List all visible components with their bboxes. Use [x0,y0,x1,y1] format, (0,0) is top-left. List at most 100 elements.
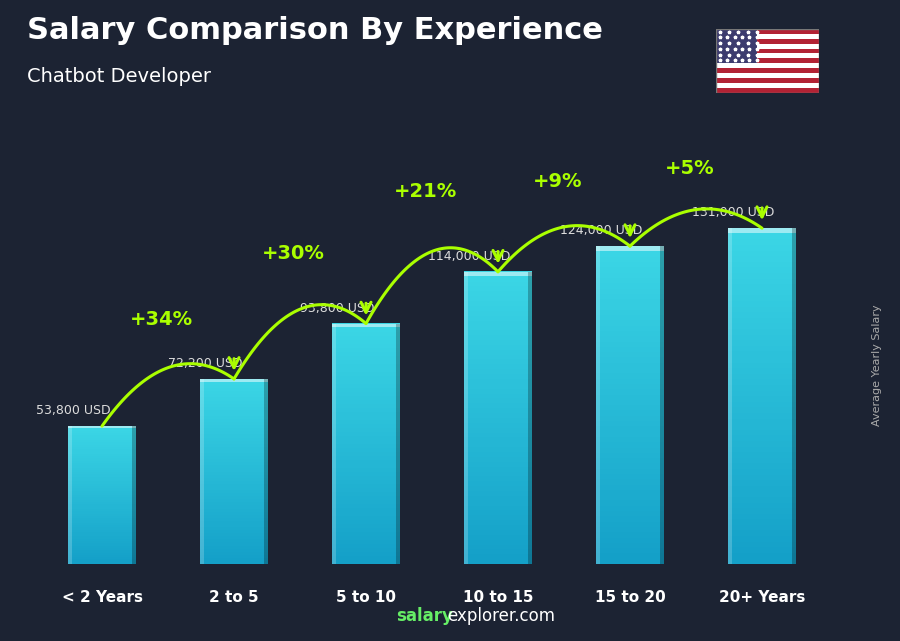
Bar [728,395,796,402]
Bar [728,530,796,536]
Bar [464,335,532,340]
Bar [728,508,796,513]
Bar [464,339,532,345]
Bar [68,435,136,438]
Bar [332,412,400,416]
Bar [596,479,664,485]
Bar [200,403,268,407]
Bar [332,503,400,508]
Bar [332,391,400,395]
Bar [332,483,400,488]
Bar [332,367,400,372]
Bar [332,451,400,456]
Bar [728,479,796,486]
Text: 20+ Years: 20+ Years [719,590,806,604]
Bar [464,520,532,525]
Bar [68,557,136,560]
Bar [200,379,268,382]
Bar [200,462,268,465]
Bar [332,476,400,480]
Bar [200,440,268,444]
Bar [68,472,136,474]
Bar [68,513,136,516]
Bar [200,545,268,549]
Bar [332,435,400,440]
Bar [728,390,796,396]
Bar [200,394,268,397]
Bar [596,346,664,352]
Bar [68,492,136,495]
Bar [68,508,136,512]
Bar [200,520,268,524]
Bar [464,296,532,301]
Bar [464,281,532,287]
Bar [716,53,819,58]
Bar [728,322,796,329]
Bar [464,485,532,491]
Bar [68,481,136,483]
Bar [464,544,532,549]
Bar [596,304,664,310]
Bar [464,476,532,481]
Text: Average Yearly Salary: Average Yearly Salary [872,304,883,426]
Bar [68,449,136,451]
Bar [596,383,664,389]
Bar [132,426,136,564]
Bar [464,276,532,281]
Bar [464,442,532,447]
Bar [464,301,532,306]
Bar [792,228,796,564]
Bar [716,44,819,49]
Bar [332,455,400,460]
Text: 2 to 5: 2 to 5 [209,590,259,604]
Bar [332,395,400,400]
Bar [464,359,532,364]
Bar [68,431,136,433]
Bar [728,340,796,345]
Bar [200,499,268,503]
Bar [728,317,796,323]
Bar [68,522,136,525]
Bar [728,451,796,458]
Bar [728,312,796,318]
Bar [728,524,796,531]
Bar [464,437,532,442]
Bar [200,490,268,493]
Bar [464,383,532,388]
Bar [200,431,268,435]
Bar [596,336,664,342]
Bar [716,69,819,73]
Bar [332,335,400,340]
Bar [332,540,400,544]
Bar [200,524,268,527]
Bar [728,558,796,564]
Bar [596,256,664,262]
Text: 124,000 USD: 124,000 USD [560,224,642,237]
Bar [200,434,268,438]
Bar [68,511,136,513]
Bar [68,476,136,479]
Bar [728,513,796,519]
Bar [716,29,757,63]
Bar [464,427,532,433]
Bar [200,413,268,416]
Bar [728,256,796,262]
Bar [728,435,796,441]
Bar [716,78,819,83]
Bar [332,551,400,556]
Bar [596,447,664,453]
Bar [464,412,532,418]
Text: 114,000 USD: 114,000 USD [428,250,510,263]
Text: +34%: +34% [130,310,193,329]
Bar [464,554,532,559]
Bar [728,418,796,424]
Bar [596,330,664,337]
Bar [728,412,796,419]
Bar [464,529,532,535]
Bar [200,465,268,469]
Bar [596,458,664,463]
Bar [68,456,136,458]
Bar [728,345,796,351]
Bar [596,283,664,288]
Bar [596,399,664,405]
